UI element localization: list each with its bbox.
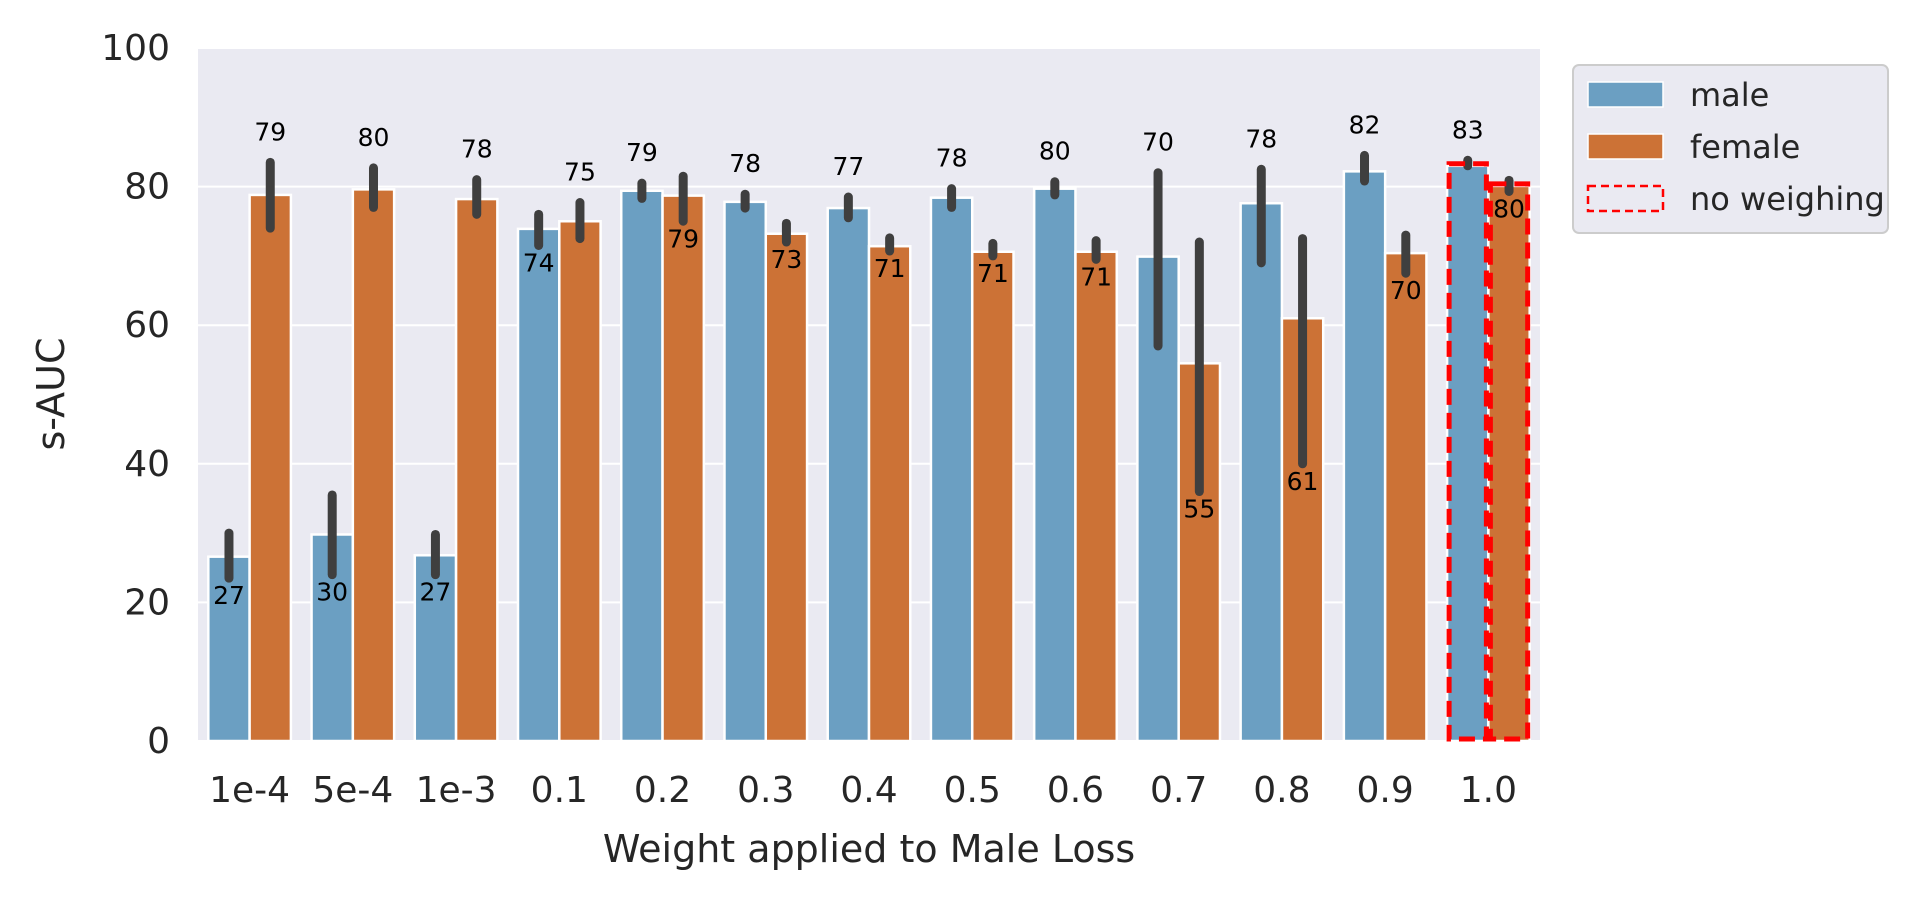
bar-male: [929, 196, 974, 743]
bar-female: [1383, 251, 1428, 743]
data-label-male: 78: [1245, 124, 1277, 153]
bar-female: [248, 193, 293, 743]
bar-female: [558, 220, 602, 743]
data-label-female: 73: [771, 245, 803, 274]
bar-female: [1280, 317, 1325, 743]
x-tick-label: 0.1: [531, 770, 588, 811]
legend-swatch-male: [1587, 81, 1664, 108]
bar-female: [1487, 184, 1531, 743]
data-label-male: 27: [420, 578, 452, 607]
x-tick-label: 0.2: [634, 770, 691, 811]
bars: [207, 164, 1531, 743]
error-bars: [224, 150, 1514, 583]
bar-male: [1342, 170, 1387, 743]
data-label-female: 80: [1493, 194, 1525, 223]
data-label-male: 70: [1142, 128, 1174, 157]
data-label-male: 80: [1039, 137, 1071, 166]
x-tick-label: 0.9: [1357, 770, 1414, 811]
bar-female: [351, 188, 396, 743]
y-tick-label: 60: [124, 305, 170, 346]
data-label-female: 71: [977, 259, 1009, 288]
data-label-male: 78: [729, 149, 761, 178]
data-label-female: 79: [254, 117, 286, 146]
x-tick-label: 5e-4: [312, 770, 393, 811]
data-label-male: 78: [936, 144, 968, 173]
data-label-male: 27: [213, 581, 245, 610]
bar-male: [826, 206, 871, 743]
x-tick-label: 0.7: [1150, 770, 1207, 811]
highlight-box-female: [1487, 181, 1531, 742]
data-label-female: 75: [564, 158, 596, 187]
y-tick-label: 40: [124, 444, 170, 485]
legend: male female no weighing: [1572, 64, 1889, 234]
data-label-male: 74: [523, 249, 555, 278]
data-label-male: 82: [1349, 110, 1381, 139]
x-tick-label: 1.0: [1460, 770, 1517, 811]
y-axis-label: s-AUC: [29, 337, 73, 450]
legend-swatch-no-weighing: [1586, 184, 1665, 213]
data-label-female: 70: [1390, 276, 1422, 305]
x-tick-label: 0.6: [1047, 770, 1104, 811]
data-label-female: 80: [358, 123, 390, 152]
data-label-female: 71: [1080, 262, 1112, 291]
legend-label-no-weighing: no weighing: [1690, 180, 1885, 218]
bar-male: [1239, 201, 1284, 743]
bar-male: [516, 227, 561, 743]
bar-male: [1445, 164, 1490, 743]
bar-female: [454, 197, 499, 743]
data-label-male: 30: [316, 578, 348, 607]
data-label-female: 79: [667, 224, 699, 253]
y-tick-label: 80: [124, 167, 170, 208]
bar-female: [1074, 250, 1119, 743]
y-tick-label: 20: [124, 582, 170, 623]
highlight-boxes: [1446, 161, 1531, 742]
y-tick-label: 100: [101, 28, 170, 69]
x-axis-label: Weight applied to Male Loss: [603, 827, 1135, 871]
bar-male: [619, 189, 664, 743]
bar-male: [723, 200, 768, 743]
data-label-male: 79: [626, 138, 658, 167]
data-label-female: 78: [461, 135, 493, 164]
x-tick-label: 0.8: [1253, 770, 1310, 811]
bar-female: [970, 250, 1015, 743]
y-tick-label: 0: [147, 721, 170, 762]
data-labels: 27 30 27 74 79 78 77 78 80 70 78 82 83 79 80 78 75 79 73 71…: [213, 110, 1525, 610]
x-tick-label: 1e-3: [416, 770, 497, 811]
legend-label-male: male: [1690, 76, 1769, 114]
data-label-female: 55: [1183, 495, 1215, 524]
bar-male: [1032, 187, 1077, 743]
x-tick-label: 0.4: [840, 770, 897, 811]
data-label-male: 83: [1452, 115, 1484, 144]
x-tick-label: 0.5: [944, 770, 1001, 811]
legend-swatch-female: [1587, 133, 1664, 160]
highlight-box-male: [1446, 161, 1489, 742]
data-label-male: 77: [832, 152, 864, 181]
bar-female: [764, 232, 809, 743]
data-label-female: 61: [1287, 467, 1319, 496]
axis-ticks: 0 20 40 60 80 100 1e-4 5e-4 1e-3 0.1 0.2 0.3 0.4 0.5 0…: [101, 28, 1517, 811]
x-tick-label: 0.3: [737, 770, 794, 811]
bar-female: [661, 194, 706, 743]
x-tick-label: 1e-4: [209, 770, 290, 811]
data-label-female: 71: [874, 254, 906, 283]
bar-female: [867, 244, 912, 743]
legend-label-female: female: [1690, 128, 1800, 166]
